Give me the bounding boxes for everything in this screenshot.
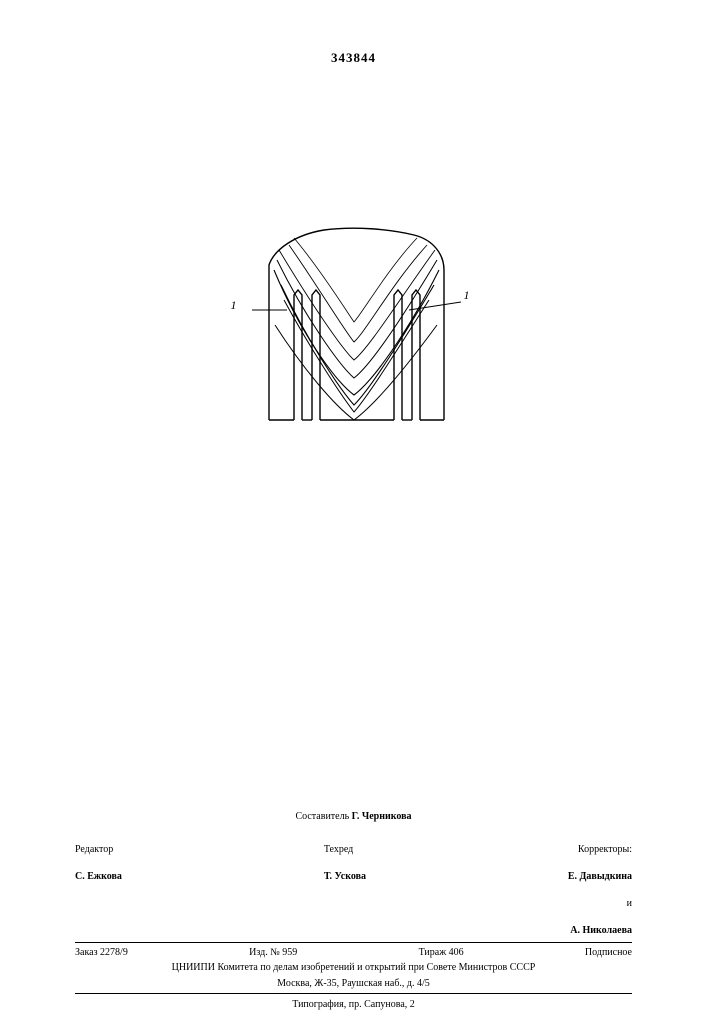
footer-block: Составитель Г. Черникова Редактор С. Ежк… xyxy=(75,810,632,1012)
order-label: Заказ xyxy=(75,947,98,958)
corrector-and: и xyxy=(627,898,632,909)
typography-line: Типография, пр. Сапунова, 2 xyxy=(75,998,632,1012)
editor-col: Редактор С. Ежкова xyxy=(75,830,122,938)
page-number: 343844 xyxy=(331,50,376,66)
izd-value: № 959 xyxy=(270,947,297,958)
corrector-2: А. Николаева xyxy=(570,925,632,936)
divider-1 xyxy=(75,942,632,943)
technical-figure: 1 1 xyxy=(239,220,469,440)
compiler-line: Составитель Г. Черникова xyxy=(75,810,632,824)
editor-label: Редактор xyxy=(75,844,113,855)
publication-row: Заказ 2278/9 Изд. № 959 Тираж 406 Подпис… xyxy=(75,946,632,960)
org-line-2: Москва, Ж-35, Раушская наб., д. 4/5 xyxy=(75,977,632,991)
tirazh-label: Тираж xyxy=(419,947,447,958)
izd-label: Изд. xyxy=(249,947,268,958)
compiler-name: Г. Черникова xyxy=(352,811,412,822)
corrector-label: Корректоры: xyxy=(578,844,632,855)
subscription: Подписное xyxy=(585,946,632,960)
corrector-col: Корректоры: Е. Давыдкина и А. Николаева xyxy=(568,830,632,938)
tirazh: Тираж 406 xyxy=(419,946,464,960)
techred-label: Техред xyxy=(324,844,353,855)
divider-2 xyxy=(75,993,632,994)
corrector-1: Е. Давыдкина xyxy=(568,871,632,882)
org-line-1: ЦНИИПИ Комитета по делам изобретений и о… xyxy=(75,961,632,975)
techred-col: Техред Т. Ускова xyxy=(324,830,366,938)
techred-name: Т. Ускова xyxy=(324,871,366,882)
order: Заказ 2278/9 xyxy=(75,946,128,960)
order-value: 2278/9 xyxy=(100,947,128,958)
editor-name: С. Ежкова xyxy=(75,871,122,882)
compiler-label: Составитель xyxy=(295,811,349,822)
izd: Изд. № 959 xyxy=(249,946,297,960)
figure-label-left: 1 xyxy=(231,298,237,313)
figure-label-right: 1 xyxy=(464,288,470,303)
tirazh-value: 406 xyxy=(449,947,464,958)
credits-columns: Редактор С. Ежкова Техред Т. Ускова Корр… xyxy=(75,830,632,938)
